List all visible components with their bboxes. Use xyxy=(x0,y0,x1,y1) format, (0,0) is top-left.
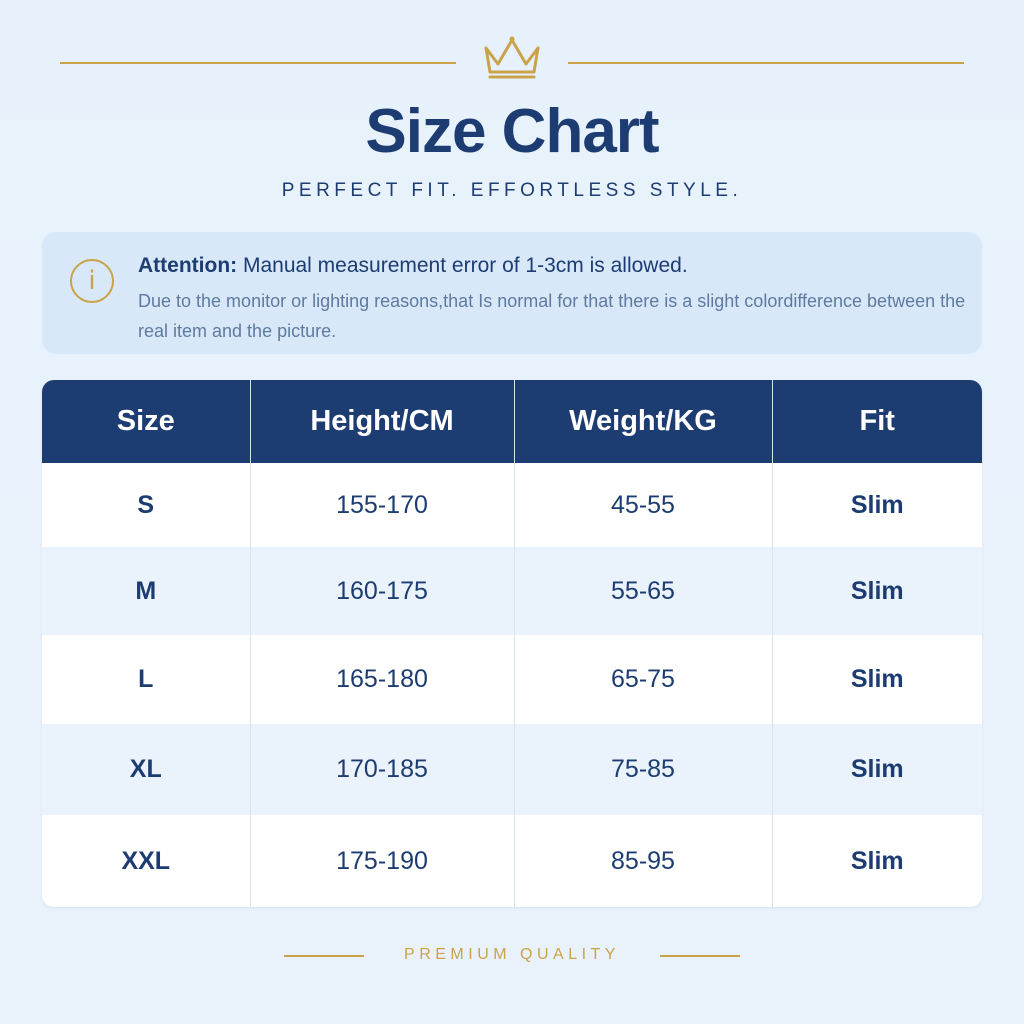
cell-weight: 75-85 xyxy=(514,724,773,815)
table-row: XL 170-185 75-85 Slim xyxy=(42,724,982,815)
cell-size: M xyxy=(42,547,251,635)
cell-fit: Slim xyxy=(772,635,982,724)
cell-fit: Slim xyxy=(772,724,982,815)
cell-size: L xyxy=(42,635,251,724)
cell-fit: Slim xyxy=(772,463,982,547)
table-row: M 160-175 55-65 Slim xyxy=(42,547,982,635)
header-fit: Fit xyxy=(772,380,982,463)
notice-message: Manual measurement error of 1-3cm is all… xyxy=(237,254,688,277)
cell-size: XXL xyxy=(42,815,251,907)
cell-size: XL xyxy=(42,724,251,815)
header-height: Height/CM xyxy=(250,380,515,463)
cell-size: S xyxy=(42,463,251,547)
notice-details: Due to the monitor or lighting reasons,t… xyxy=(138,291,966,341)
footer-divider-right xyxy=(660,955,740,957)
table-row: L 165-180 65-75 Slim xyxy=(42,635,982,724)
cell-fit: Slim xyxy=(772,547,982,635)
header-divider-right xyxy=(568,62,964,64)
cell-height: 165-180 xyxy=(250,635,515,724)
footer-divider-left xyxy=(284,955,364,957)
cell-height: 175-190 xyxy=(250,815,515,907)
cell-fit: Slim xyxy=(772,815,982,907)
attention-notice: i Attention: Manual measurement error of… xyxy=(42,232,982,354)
cell-weight: 65-75 xyxy=(514,635,773,724)
notice-headline: Attention: Manual measurement error of 1… xyxy=(138,254,688,278)
header-size: Size xyxy=(42,380,251,463)
cell-weight: 85-95 xyxy=(514,815,773,907)
table-row: XXL 175-190 85-95 Slim xyxy=(42,815,982,907)
page-subtitle: PERFECT FIT. EFFORTLESS STYLE. xyxy=(281,180,743,201)
cell-height: 170-185 xyxy=(250,724,515,815)
size-table: Size Height/CM Weight/KG Fit S 155-170 4… xyxy=(42,380,982,907)
cell-height: 155-170 xyxy=(250,463,515,547)
page-title: Size Chart xyxy=(365,97,659,166)
cell-height: 160-175 xyxy=(250,547,515,635)
info-icon: i xyxy=(70,259,114,303)
header-divider-left xyxy=(60,62,456,64)
table-row: S 155-170 45-55 Slim xyxy=(42,463,982,547)
crown-icon xyxy=(484,36,540,79)
notice-label: Attention: xyxy=(138,254,238,277)
cell-weight: 55-65 xyxy=(514,547,773,635)
table-header-row: Size Height/CM Weight/KG Fit xyxy=(42,380,982,463)
cell-weight: 45-55 xyxy=(514,463,773,547)
header-weight: Weight/KG xyxy=(514,380,773,463)
footer-tagline: PREMIUM QUALITY xyxy=(404,946,620,963)
